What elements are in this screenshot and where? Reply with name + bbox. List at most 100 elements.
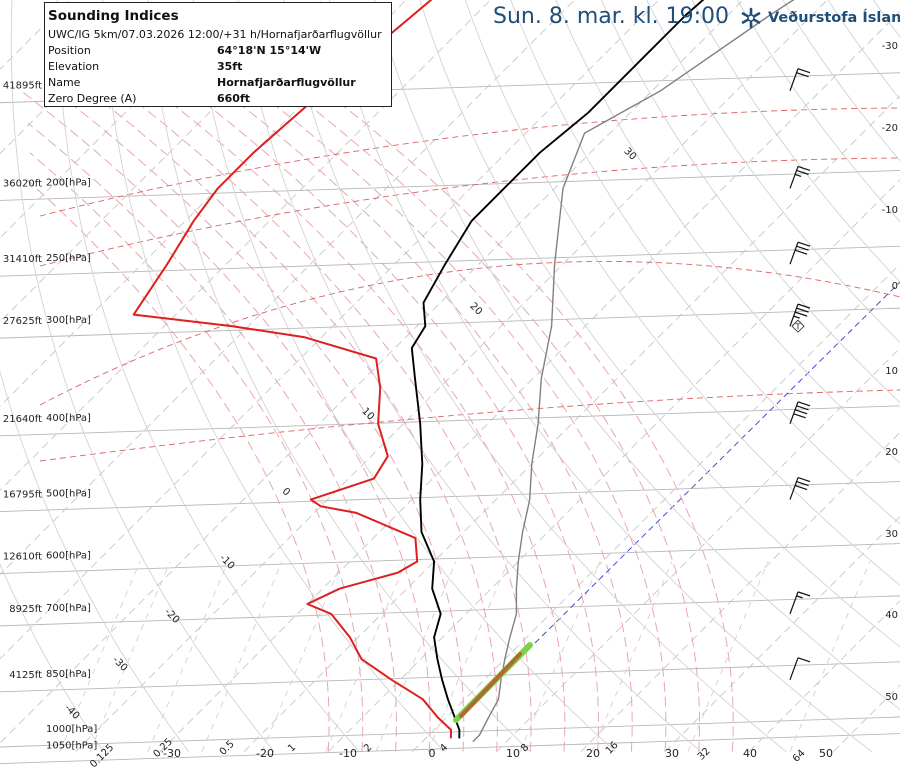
moist-adiabat-line bbox=[323, 90, 734, 752]
lcl-dashed-line bbox=[534, 281, 900, 644]
dry-adiabat-line bbox=[10, 0, 275, 752]
dry-adiabat-line bbox=[646, 0, 900, 343]
parcel-curve bbox=[472, 0, 795, 743]
surface-layer-band-core bbox=[459, 652, 522, 718]
mixing-ratio-line bbox=[325, 561, 407, 752]
moist-adiabat-line bbox=[27, 122, 397, 752]
wind-barb-full bbox=[794, 311, 808, 317]
pressure-label: 300[hPa] bbox=[46, 315, 91, 326]
isotherm-line bbox=[0, 0, 323, 323]
moist-adiabat-line bbox=[54, 90, 465, 752]
info-box-title: Sounding Indices bbox=[48, 8, 179, 24]
wind-barb-full bbox=[794, 409, 808, 415]
tropopause-dashed-line bbox=[39, 389, 900, 462]
isotherm-line bbox=[412, 263, 900, 752]
mixing-ratio-line bbox=[89, 561, 171, 752]
mixing-ratio-label: 32 bbox=[696, 746, 713, 763]
isotherm-label: -40 bbox=[62, 703, 81, 722]
mixing-ratio-line bbox=[261, 561, 343, 752]
pressure-label: 400[hPa] bbox=[46, 413, 91, 424]
info-value-name: Hornafjarðarflugvöllur bbox=[217, 76, 356, 89]
mixing-ratio-label: 8 bbox=[519, 742, 531, 754]
wind-barb-full bbox=[797, 591, 811, 597]
mixing-ratio-label: 64 bbox=[791, 748, 808, 765]
wind-barb bbox=[789, 657, 811, 681]
altitude-label: 27625ft bbox=[3, 316, 42, 327]
wind-barb-full bbox=[797, 68, 811, 74]
wind-barb bbox=[789, 591, 811, 615]
pressure-label: 700[hPa] bbox=[46, 603, 91, 614]
isotherm-label: -20 bbox=[162, 607, 181, 626]
moist-adiabat-line bbox=[88, 90, 498, 752]
mixing-ratio-label: 1 bbox=[286, 742, 298, 754]
isotherm-line bbox=[748, 600, 900, 752]
mixing-ratio-label: 0.5 bbox=[218, 739, 237, 758]
isotherm-line bbox=[0, 0, 660, 660]
mixing-ratio-line bbox=[519, 561, 601, 752]
right-axis-label: 20 bbox=[885, 447, 898, 458]
wind-barb-staff bbox=[789, 477, 799, 500]
pressure-label: 850[hPa] bbox=[46, 669, 91, 680]
dry-adiabat-line bbox=[419, 0, 900, 648]
isotherm-line bbox=[0, 0, 576, 576]
wind-barb-full bbox=[796, 481, 809, 487]
info-box-model-line: UWC/IG 5km/07.03.2026 12:00/+31 h/Hornaf… bbox=[48, 28, 382, 41]
wind-barb-half bbox=[796, 595, 803, 599]
info-label-position: Position bbox=[48, 44, 91, 57]
mixing-ratio-line bbox=[687, 561, 769, 752]
right-axis-label: 40 bbox=[885, 610, 898, 621]
forecast-time-title: Sun. 8. mar. kl. 19:00 bbox=[493, 4, 729, 29]
wind-barb-full bbox=[797, 165, 811, 172]
vedurstofa-logo[interactable]: Veðurstofa Íslands bbox=[738, 6, 900, 30]
dry-adiabat-line bbox=[102, 0, 446, 752]
dry-adiabat-line bbox=[283, 0, 787, 752]
altitude-label: 36020ft bbox=[3, 178, 42, 189]
wind-barb-full bbox=[796, 405, 809, 411]
temperature-axis-label: -30 bbox=[163, 747, 181, 760]
wind-barb-full bbox=[793, 413, 806, 419]
mixing-ratio-line bbox=[591, 561, 673, 752]
tropopause-dashed-line bbox=[39, 157, 900, 267]
altitude-label: 41895ft bbox=[3, 81, 42, 92]
dry-adiabat-line bbox=[192, 0, 616, 752]
wind-barb-full bbox=[796, 72, 809, 78]
info-value-elevation: 35ft bbox=[217, 60, 243, 73]
wind-barb bbox=[789, 241, 811, 265]
wind-barb-full bbox=[796, 245, 809, 251]
mixing-ratio-line bbox=[59, 561, 141, 752]
wind-barb-full bbox=[796, 307, 809, 313]
altitude-label: 21640ft bbox=[3, 414, 42, 425]
snowflake-logo-icon bbox=[741, 7, 761, 29]
dry-adiabat-line bbox=[56, 0, 360, 752]
right-axis-label: 30 bbox=[885, 529, 898, 540]
dry-adiabat-line bbox=[238, 0, 702, 752]
moist-adiabat-line bbox=[29, 152, 364, 752]
info-value-zero-degree: 660ft bbox=[217, 92, 251, 105]
dry-adiabat-line bbox=[0, 369, 189, 752]
isotherm-line bbox=[0, 0, 71, 71]
altitude-label: 31410ft bbox=[3, 254, 42, 265]
isotherm-line bbox=[327, 179, 900, 752]
dry-adiabat-line bbox=[827, 0, 900, 100]
isotherm-line bbox=[496, 347, 900, 752]
isotherm-label: 30 bbox=[621, 146, 638, 163]
dry-adiabat-line bbox=[691, 0, 900, 283]
isotherm-line bbox=[0, 0, 492, 492]
pressure-label: 500[hPa] bbox=[46, 489, 91, 500]
moist-adiabat-line bbox=[20, 90, 431, 752]
moist-adiabat-line bbox=[256, 90, 667, 752]
dry-adiabat-line bbox=[782, 0, 900, 162]
wind-barb bbox=[789, 303, 811, 327]
pressure-label: 1050[hPa] bbox=[46, 741, 97, 752]
dry-adiabat-line bbox=[374, 0, 900, 711]
right-axis-label: 0 bbox=[892, 281, 898, 292]
info-value-position: 64°18'N 15°14'W bbox=[217, 44, 322, 57]
moist-adiabat-line bbox=[155, 90, 566, 752]
info-label-elevation: Elevation bbox=[48, 60, 100, 73]
mixing-ratio-line bbox=[375, 561, 457, 752]
altitude-label: 4125ft bbox=[9, 670, 42, 681]
right-axis-label: -10 bbox=[882, 205, 898, 216]
temperature-curve bbox=[410, 0, 705, 739]
wind-barb-staff bbox=[789, 242, 799, 265]
